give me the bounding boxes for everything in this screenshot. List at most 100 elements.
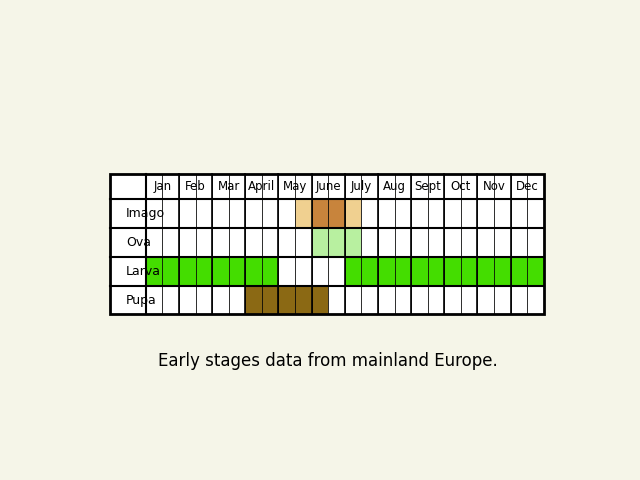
Bar [110,228,146,257]
Text: Nov: Nov [483,180,506,193]
Bar [477,257,494,286]
Bar [362,286,378,314]
Bar [228,174,245,199]
Bar [444,257,461,286]
Bar [477,286,494,314]
Bar [312,228,328,257]
Bar [378,228,394,257]
Bar [444,286,461,314]
Bar [527,228,544,257]
Bar [163,228,179,257]
Bar [345,257,362,286]
Bar [212,228,228,257]
Text: Mar: Mar [218,180,240,193]
Text: Imago: Imago [126,207,165,220]
Bar [295,199,312,228]
Bar [146,286,163,314]
Bar [461,174,477,199]
Bar [245,257,262,286]
Bar [262,228,278,257]
Bar [212,199,228,228]
Bar [328,174,345,199]
Bar [245,228,262,257]
Text: April: April [248,180,275,193]
Bar [378,257,394,286]
Bar [362,228,378,257]
Bar [110,257,146,286]
Bar [394,199,411,228]
Bar [196,228,212,257]
Bar [278,199,295,228]
Text: Sept: Sept [414,180,441,193]
Bar [511,257,527,286]
Bar [378,199,394,228]
Bar [196,174,212,199]
Bar [295,228,312,257]
Bar [110,174,544,314]
Bar [312,174,328,199]
Bar [212,257,228,286]
Bar [378,286,394,314]
Bar [179,199,196,228]
Bar [262,199,278,228]
Bar [146,257,163,286]
Bar [110,174,146,199]
Bar [428,257,444,286]
Bar [511,199,527,228]
Text: Pupa: Pupa [126,294,157,307]
Bar [345,174,362,199]
Text: June: June [316,180,341,193]
Bar [527,286,544,314]
Bar [428,228,444,257]
Bar [394,257,411,286]
Bar [494,257,511,286]
Bar [362,199,378,228]
Bar [179,257,196,286]
Bar [228,286,245,314]
Bar [228,228,245,257]
Bar [146,174,163,199]
Bar [394,286,411,314]
Bar [262,257,278,286]
Bar [179,228,196,257]
Bar [262,174,278,199]
Bar [527,199,544,228]
Bar [444,228,461,257]
Bar [312,199,328,228]
Bar [328,257,345,286]
Bar [511,286,527,314]
Bar [212,174,228,199]
Bar [394,228,411,257]
Bar [494,228,511,257]
Bar [477,199,494,228]
Text: Jan: Jan [154,180,172,193]
Bar [511,228,527,257]
Bar [411,174,428,199]
Bar [228,199,245,228]
Bar [494,199,511,228]
Bar [163,174,179,199]
Bar [362,174,378,199]
Bar [345,199,362,228]
Bar [179,174,196,199]
Bar [110,286,146,314]
Text: Larva: Larva [126,265,161,278]
Bar [345,286,362,314]
Bar [428,199,444,228]
Bar [411,228,428,257]
Bar [196,199,212,228]
Bar [428,286,444,314]
Bar [262,286,278,314]
Bar [110,199,146,228]
Bar [494,174,511,199]
Bar [328,286,345,314]
Bar [245,174,262,199]
Bar [278,174,295,199]
Bar [444,174,461,199]
Bar [312,257,328,286]
Text: Dec: Dec [516,180,538,193]
Bar [328,199,345,228]
Bar [444,199,461,228]
Bar [461,286,477,314]
Text: Ova: Ova [126,236,151,249]
